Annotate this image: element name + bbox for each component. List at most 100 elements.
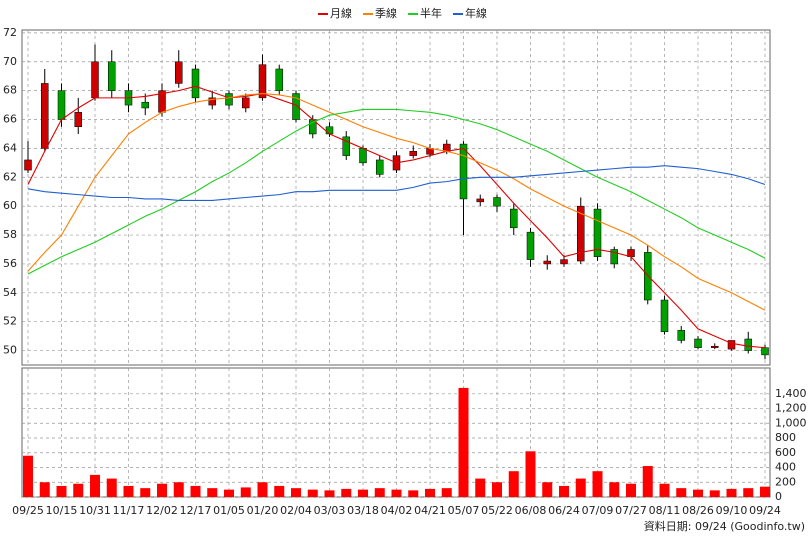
volume-bar: [609, 482, 620, 497]
candle-body: [443, 143, 451, 152]
volume-bar: [659, 483, 670, 497]
y-tick-label: 58: [3, 228, 17, 241]
x-tick-label: 08/11: [649, 504, 681, 517]
volume-bar: [726, 488, 737, 497]
candle-body: [577, 205, 585, 262]
volume-bar: [56, 485, 67, 497]
volume-bar: [575, 478, 586, 497]
candle-body: [560, 259, 568, 265]
volume-bar: [492, 482, 502, 497]
footnote: 資料日期: 09/24 (Goodinfo.tw): [644, 519, 805, 533]
candle-body: [711, 345, 719, 348]
volume-bar: [676, 488, 687, 497]
candle-body: [593, 208, 602, 257]
legend-label: 年線: [465, 6, 487, 20]
x-tick-label: 01/05: [213, 504, 245, 517]
candle-body: [208, 97, 216, 106]
candle-body: [359, 148, 367, 164]
candle-body: [325, 126, 334, 135]
volume-plot-frame: [21, 367, 771, 498]
x-tick-label: 01/20: [247, 504, 279, 517]
x-tick-label: 07/09: [582, 504, 614, 517]
candle-body: [91, 61, 99, 99]
legend-label: 季線: [375, 6, 397, 20]
candle-body: [727, 340, 736, 350]
candle-body: [761, 347, 769, 356]
candle-body: [191, 68, 200, 99]
y2-tick-label: 600: [775, 446, 796, 459]
volume-bar: [307, 489, 318, 497]
moving-average-line: [27, 165, 766, 201]
x-tick-label: 06/24: [548, 504, 580, 517]
y2-tick-label: 200: [775, 475, 796, 488]
y-tick-label: 52: [3, 315, 17, 328]
x-tick-label: 06/08: [515, 504, 547, 517]
candle-body: [493, 197, 501, 207]
candle-body: [242, 97, 250, 109]
y-tick-label: 60: [3, 199, 17, 212]
x-tick-label: 10/31: [79, 504, 111, 517]
candle-body: [677, 330, 685, 341]
volume-bar: [458, 387, 469, 497]
candle-body: [510, 208, 518, 229]
candle-body: [275, 68, 283, 91]
volume-bar: [190, 485, 201, 497]
volume-bar: [106, 478, 117, 497]
y2-tick-label: 1,000: [775, 416, 807, 429]
y-tick-label: 66: [3, 113, 17, 126]
y-tick-label: 70: [3, 55, 17, 68]
volume-bar: [525, 451, 536, 497]
candle-body: [292, 93, 300, 120]
volume-bar: [173, 482, 184, 497]
y2-tick-label: 1,200: [775, 402, 807, 415]
candle-body: [660, 299, 669, 333]
moving-average-line: [27, 85, 766, 349]
y-tick-label: 54: [3, 286, 17, 299]
y2-tick-label: 0: [775, 490, 782, 503]
legend-label: 月線: [330, 6, 352, 20]
x-tick-label: 09/24: [749, 504, 781, 517]
x-tick-label: 10/15: [46, 504, 78, 517]
candle-body: [175, 61, 183, 84]
x-tick-label: 04/02: [381, 504, 413, 517]
candle-body: [141, 101, 149, 109]
volume-bar: [542, 482, 553, 497]
y-tick-label: 50: [3, 344, 17, 357]
y-tick-label: 64: [3, 141, 17, 154]
candle-body: [258, 64, 267, 99]
candle-body: [694, 338, 702, 348]
volume-bar: [324, 490, 335, 497]
legend-label: 半年: [420, 6, 442, 20]
x-tick-label: 07/27: [615, 504, 647, 517]
volume-bar: [425, 488, 435, 497]
candle-body: [74, 112, 82, 127]
volume-bar: [760, 486, 770, 497]
volume-bar: [408, 490, 419, 497]
y2-tick-label: 800: [775, 431, 796, 444]
y-tick-label: 62: [3, 170, 17, 183]
volume-bar: [341, 488, 352, 497]
y2-tick-label: 1,400: [775, 387, 807, 400]
volume-bar: [73, 483, 84, 497]
candle-body: [409, 151, 417, 156]
candle-body: [57, 90, 66, 120]
candle-body: [744, 338, 752, 351]
y-tick-label: 72: [3, 26, 17, 39]
x-tick-label: 08/26: [682, 504, 714, 517]
price-plot-frame: [21, 29, 771, 366]
moving-average-line: [27, 92, 766, 311]
volume-bar: [559, 485, 569, 497]
candle-body: [225, 93, 233, 106]
volume-bar: [291, 488, 301, 497]
volume-bar: [626, 483, 636, 497]
candle-body: [108, 61, 116, 91]
volume-bar: [391, 489, 402, 497]
volume-bar: [207, 488, 218, 497]
volume-bar: [693, 489, 703, 497]
volume-bar: [709, 490, 720, 497]
y-tick-label: 56: [3, 257, 17, 270]
x-tick-label: 02/04: [280, 504, 312, 517]
candle-body: [610, 249, 618, 265]
volume-bar: [374, 488, 385, 497]
volume-bar: [743, 488, 754, 497]
